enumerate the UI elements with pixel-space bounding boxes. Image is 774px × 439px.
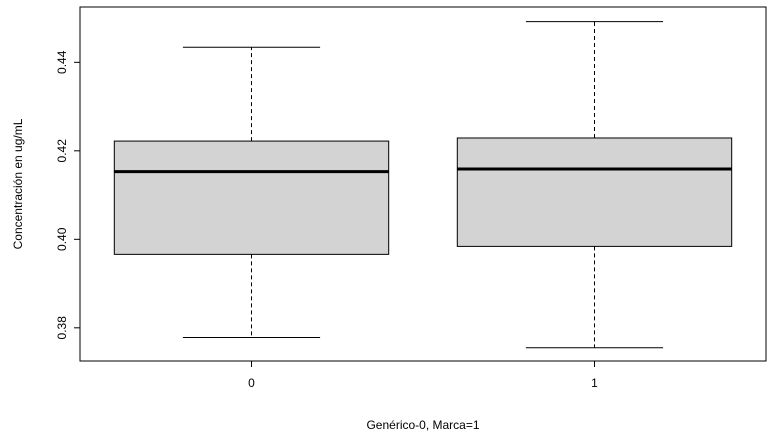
y-axis-label: Concentración en ug/mL: [11, 118, 25, 249]
x-axis-label: Genérico-0, Marca=1: [366, 418, 479, 432]
x-tick-label: 0: [248, 376, 255, 390]
box-group-0: [113, 46, 390, 339]
box: [113, 140, 390, 255]
y-tick-label: 0.40: [55, 227, 69, 251]
x-tick-label: 1: [591, 376, 598, 390]
y-tick-label: 0.42: [55, 139, 69, 163]
y-tick-label: 0.44: [55, 50, 69, 74]
box: [456, 137, 733, 247]
boxes: [113, 21, 733, 349]
y-tick-label: 0.38: [55, 316, 69, 340]
plot-frame: [79, 6, 767, 362]
y-axis: 0.38 0.40 0.42 0.44: [55, 50, 80, 339]
box-group-1: [456, 21, 733, 349]
